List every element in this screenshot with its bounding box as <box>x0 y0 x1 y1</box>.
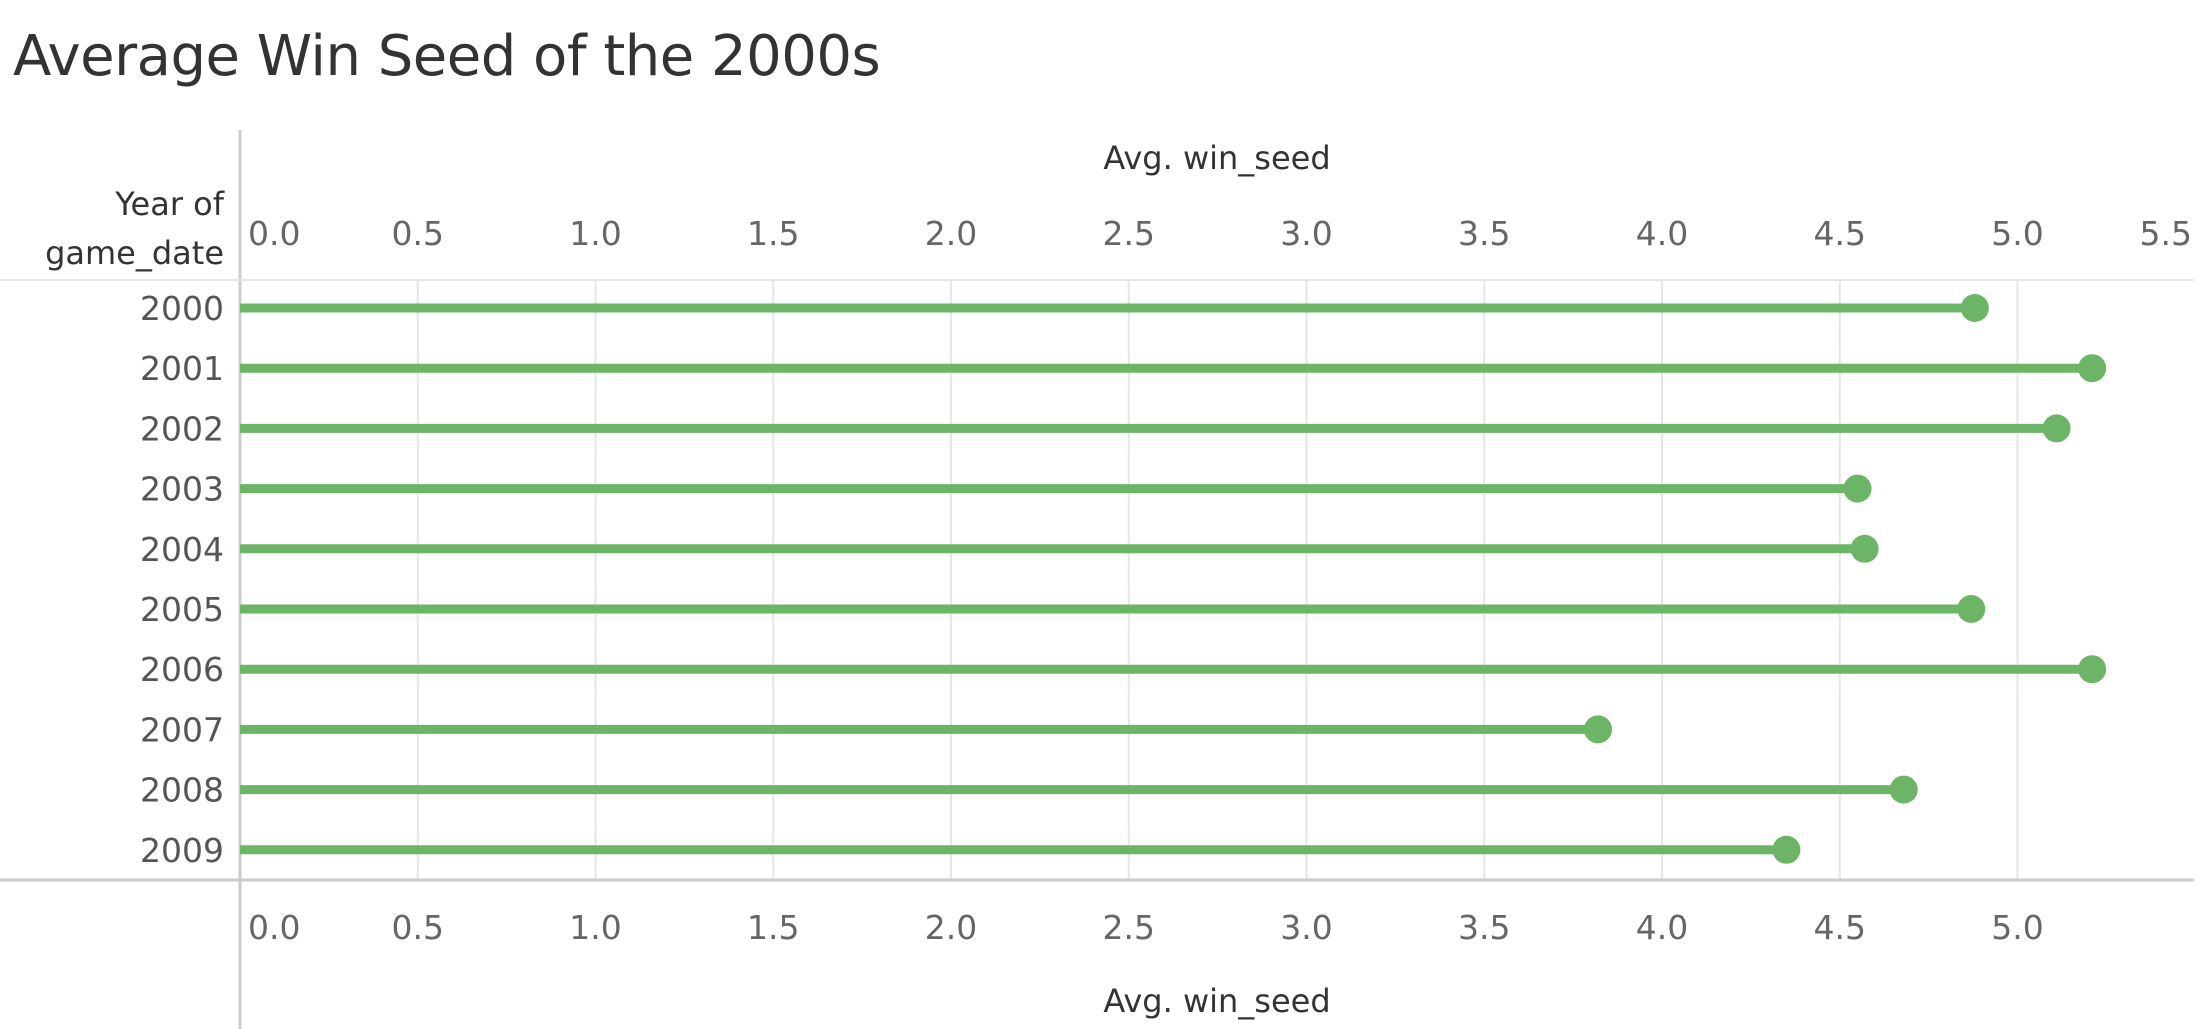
bottom-tick-label: 1.0 <box>569 908 621 947</box>
row-label: 2006 <box>140 650 224 689</box>
top-tick-label: 0.5 <box>392 214 444 253</box>
lollipop-dot <box>1843 474 1872 503</box>
top-tick-label: 4.0 <box>1636 214 1688 253</box>
bottom-tick-label: 1.5 <box>747 908 799 947</box>
row-label: 2002 <box>140 409 224 448</box>
row-header-line: Year of <box>114 185 225 223</box>
top-tick-label: 0.0 <box>248 214 300 253</box>
lollipop-dot <box>1889 775 1918 804</box>
row-label: 2008 <box>140 771 224 810</box>
top-tick-label: 4.5 <box>1814 214 1866 253</box>
grid-lines <box>416 280 2019 880</box>
bottom-tick-label: 0.5 <box>392 908 444 947</box>
top-tick-label: 1.0 <box>569 214 621 253</box>
row-header-line: game_date <box>45 234 224 272</box>
top-tick-label: 3.0 <box>1280 214 1332 253</box>
top-axis-title: Avg. win_seed <box>1103 139 1330 177</box>
bottom-x-axis: 0.0 0.5 1.0 1.5 2.0 2.5 3.0 3.5 4.0 4.5 5.0 Avg. wi… <box>248 908 2044 1020</box>
row-label: 2000 <box>140 289 224 328</box>
top-tick-label: 1.5 <box>747 214 799 253</box>
bottom-tick-label: 5.0 <box>1991 908 2043 947</box>
top-tick-label: 5.0 <box>1991 214 2043 253</box>
bottom-tick-label: 4.0 <box>1636 908 1688 947</box>
chart-title: Average Win Seed of the 2000s <box>13 24 881 89</box>
top-x-axis: Avg. win_seed 0.0 0.5 1.0 1.5 2.0 2.5 3.0 3.5 4.0… <box>248 139 2192 253</box>
row-label: 2001 <box>140 349 224 388</box>
lollipop-dot <box>1772 835 1801 864</box>
row-header: Year of game_date <box>45 185 225 272</box>
lollipop-dot <box>2078 655 2107 684</box>
row-label: 2005 <box>140 590 224 629</box>
lollipop-dot <box>1957 595 1986 623</box>
marks <box>240 294 2107 864</box>
lollipop-dot <box>1584 715 1613 744</box>
bottom-tick-label: 3.5 <box>1458 908 1510 947</box>
bottom-tick-label: 4.5 <box>1814 908 1866 947</box>
rows: 2000 2001 2002 2003 2004 2005 2006 2007 2008 2009 <box>140 289 224 870</box>
lollipop-dot <box>2078 354 2107 383</box>
top-tick-label: 3.5 <box>1458 214 1510 253</box>
top-tick-label: 2.0 <box>925 214 977 253</box>
chart-frame <box>0 130 2194 1029</box>
row-label: 2004 <box>140 530 224 569</box>
bottom-tick-label: 2.5 <box>1103 908 1155 947</box>
lollipop-dot <box>1850 534 1879 563</box>
bottom-tick-label: 3.0 <box>1280 908 1332 947</box>
lollipop-dot <box>1960 294 1989 322</box>
row-label: 2009 <box>140 831 224 870</box>
bottom-tick-label: 0.0 <box>248 908 300 947</box>
row-label: 2007 <box>140 710 224 749</box>
bottom-axis-title: Avg. win_seed <box>1103 982 1330 1020</box>
top-tick-label: 5.5 <box>2140 214 2192 253</box>
top-tick-label: 2.5 <box>1103 214 1155 253</box>
bottom-tick-label: 2.0 <box>925 908 977 947</box>
row-label: 2003 <box>140 470 224 509</box>
lollipop-dot <box>2042 414 2071 443</box>
